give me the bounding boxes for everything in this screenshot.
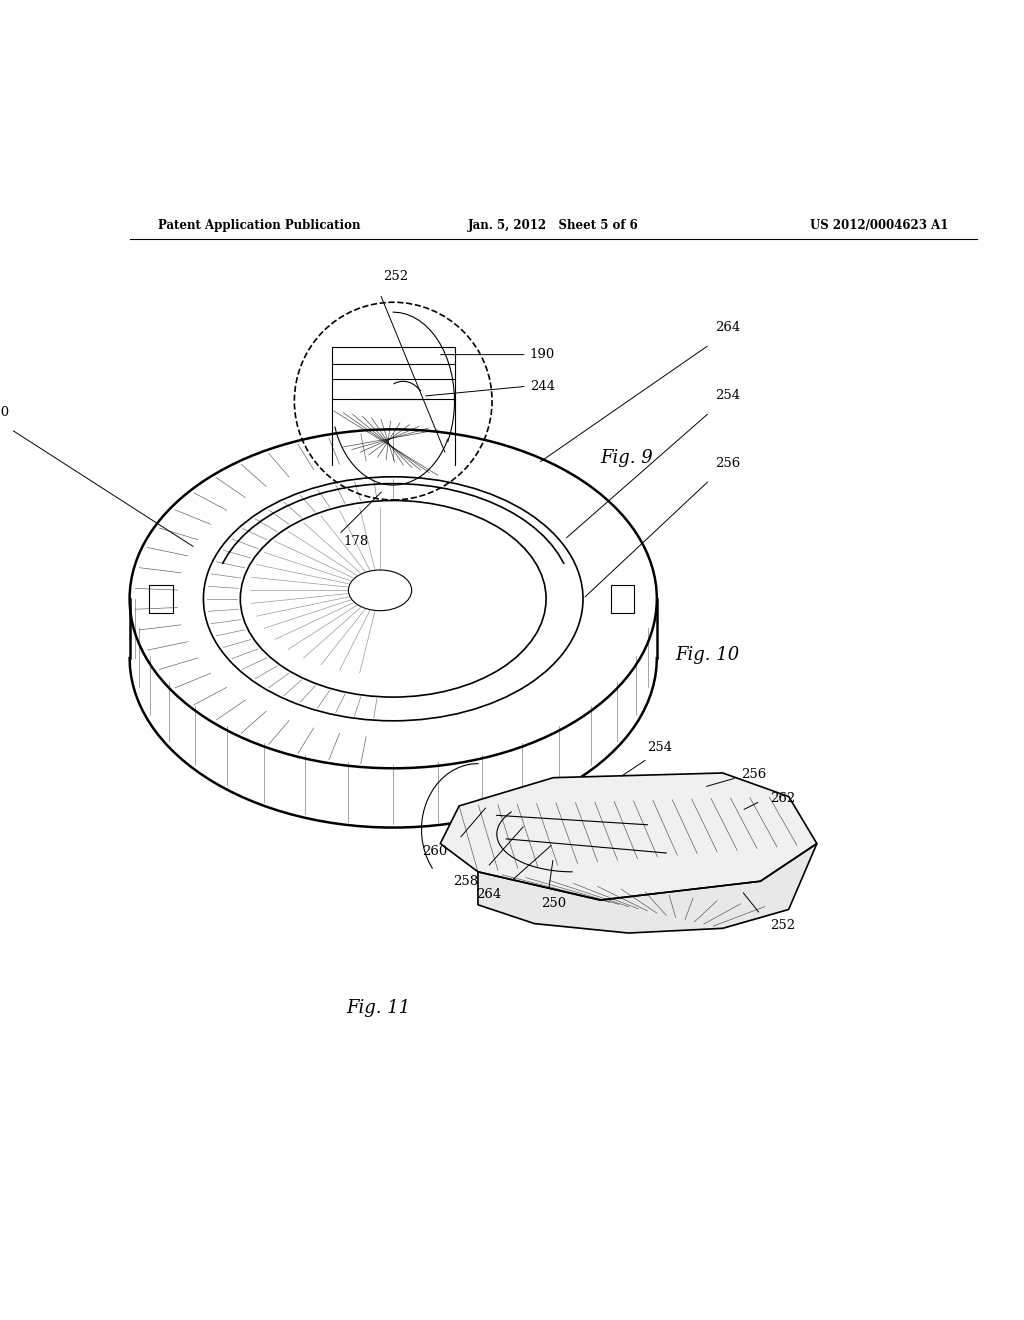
Bar bbox=[610, 585, 634, 612]
Text: 178: 178 bbox=[344, 535, 369, 548]
Text: 254: 254 bbox=[647, 741, 673, 754]
Text: Fig. 11: Fig. 11 bbox=[346, 999, 411, 1018]
Polygon shape bbox=[440, 774, 817, 900]
Text: 244: 244 bbox=[529, 380, 555, 393]
Text: US 2012/0004623 A1: US 2012/0004623 A1 bbox=[810, 219, 948, 231]
Text: Fig. 10: Fig. 10 bbox=[676, 647, 740, 664]
Polygon shape bbox=[478, 843, 817, 933]
Text: 190: 190 bbox=[529, 348, 555, 362]
Text: 252: 252 bbox=[770, 919, 795, 932]
Text: 260: 260 bbox=[423, 846, 447, 858]
Text: 252: 252 bbox=[383, 271, 408, 284]
Bar bbox=[150, 585, 173, 612]
Text: Patent Application Publication: Patent Application Publication bbox=[158, 219, 360, 231]
Text: 256: 256 bbox=[715, 457, 740, 470]
Text: 258: 258 bbox=[453, 875, 478, 887]
Text: 250: 250 bbox=[541, 898, 566, 911]
Text: 264: 264 bbox=[715, 321, 740, 334]
Text: 262: 262 bbox=[770, 792, 795, 805]
Text: 254: 254 bbox=[715, 389, 740, 403]
Text: 250: 250 bbox=[0, 405, 10, 418]
Text: 256: 256 bbox=[741, 768, 767, 781]
Text: 264: 264 bbox=[476, 888, 502, 900]
Text: Jan. 5, 2012   Sheet 5 of 6: Jan. 5, 2012 Sheet 5 of 6 bbox=[468, 219, 639, 231]
Text: Fig. 9: Fig. 9 bbox=[600, 449, 653, 466]
